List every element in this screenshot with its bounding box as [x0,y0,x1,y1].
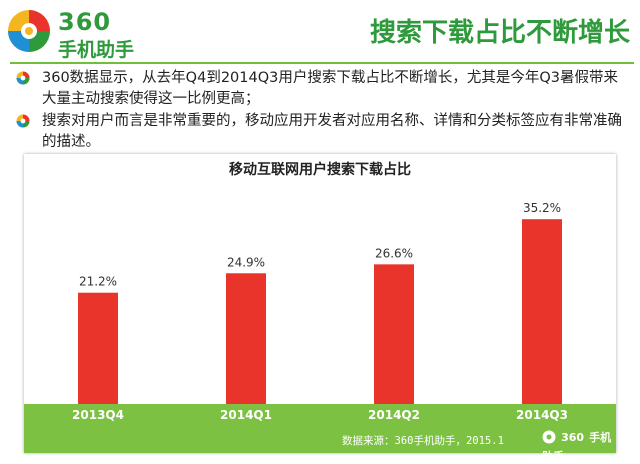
chart-panel: 移动互联网用户搜索下载占比 21.2% 2013Q4 24.9% 2014Q1 26.6… [24,154,616,463]
category-label-2014Q2: 2014Q2 [368,408,420,422]
source-note: 数据来源：360手机助手，2015.1 [342,435,504,447]
category-label-2014Q3: 2014Q3 [516,408,568,422]
bullet-logo-icon [16,71,30,85]
header-divider [10,62,634,64]
bar-2014Q1 [226,273,266,404]
bar-2013Q4 [78,292,118,404]
bar-2014Q2 [374,264,414,404]
footer-logo-number: 360 [561,431,585,444]
bullet-item: 360数据显示，从去年Q4到2014Q3用户搜索下载占比不断增长，尤其是今年Q3… [14,68,630,110]
bullet-text: 搜索对用户而言是非常重要的，移动应用开发者对应用名称、详情和分类标签应有非常准确… [42,113,622,150]
bullet-logo-icon [16,114,30,128]
bar-chart: 21.2% 2013Q4 24.9% 2014Q1 26.6% 2014Q2 35.2% 20… [72,201,568,422]
brand-logo: 360 手机助手 [6,6,156,61]
value-label-2013Q4: 21.2% [79,275,117,289]
category-strip [24,404,616,453]
brand-name: 手机助手 [58,39,135,61]
bar-2014Q3 [522,219,562,404]
footer-logo-name: 手机助手 [542,431,612,463]
brand-number: 360 [58,8,112,36]
chart-title: 移动互联网用户搜索下载占比 [229,162,411,178]
page-title: 搜索下载占比不断增长 [369,18,630,48]
value-label-2014Q3: 35.2% [523,201,561,215]
value-label-2014Q1: 24.9% [227,255,265,269]
footer-logo: 360 手机助手 [542,426,616,464]
bullet-item: 搜索对用户而言是非常重要的，移动应用开发者对应用名称、详情和分类标签应有非常准确… [14,111,630,153]
360-logo-icon [8,10,50,52]
bullet-list: 360数据显示，从去年Q4到2014Q3用户搜索下载占比不断增长，尤其是今年Q3… [14,68,630,154]
value-label-2014Q2: 26.6% [375,246,413,260]
360-logo-icon [542,430,556,443]
bullet-text: 360数据显示，从去年Q4到2014Q3用户搜索下载占比不断增长，尤其是今年Q3… [42,70,618,107]
header: 360 手机助手 搜索下载占比不断增长 [0,0,640,62]
category-label-2014Q1: 2014Q1 [220,408,272,422]
category-label-2013Q4: 2013Q4 [72,408,124,422]
